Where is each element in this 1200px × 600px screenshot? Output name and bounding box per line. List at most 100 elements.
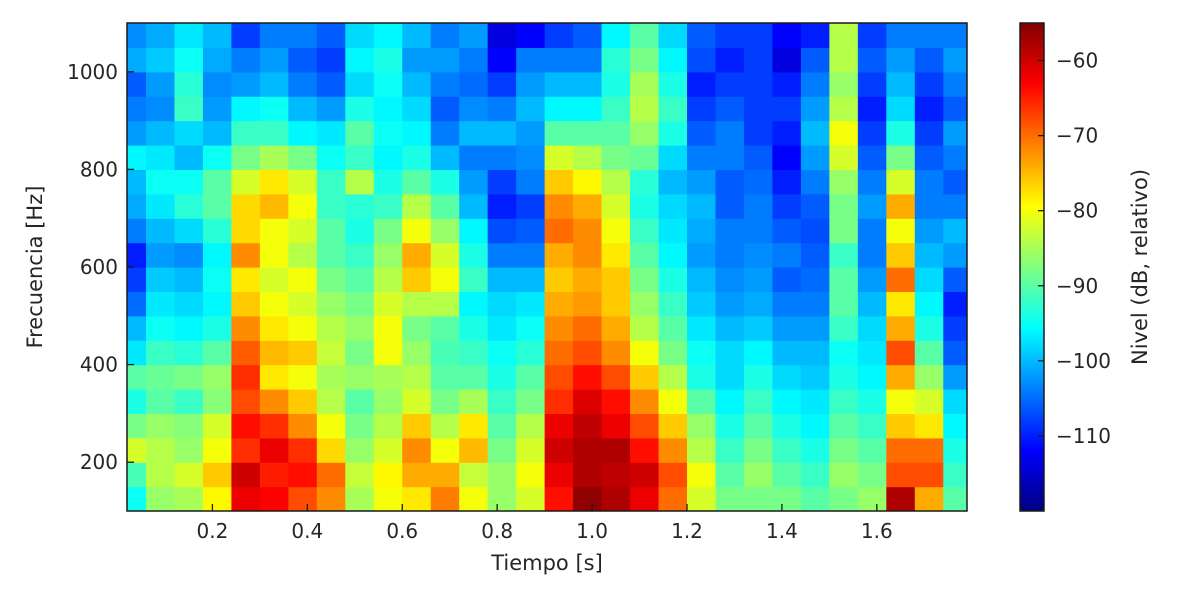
heatmap-cell xyxy=(658,462,688,488)
heatmap-cell xyxy=(373,389,403,414)
heatmap-cell xyxy=(430,389,460,414)
heatmap-cell xyxy=(373,120,403,146)
heatmap-cell xyxy=(544,193,574,219)
heatmap-cell xyxy=(601,120,631,146)
heatmap-cell xyxy=(687,315,717,341)
heatmap-cell xyxy=(127,71,147,97)
heatmap-cell xyxy=(288,437,318,463)
heatmap-cell xyxy=(459,291,489,317)
heatmap-cell xyxy=(459,169,489,195)
heatmap-cell xyxy=(145,486,176,511)
y-tick-label: 800 xyxy=(80,157,118,181)
heatmap-cell xyxy=(687,120,717,146)
heatmap-cell xyxy=(658,218,688,244)
heatmap-cell xyxy=(231,291,261,317)
heatmap-cell xyxy=(430,364,460,390)
heatmap-cell xyxy=(630,462,660,488)
heatmap-cell xyxy=(145,96,176,122)
heatmap-cell xyxy=(886,120,916,146)
heatmap-cell xyxy=(430,120,460,146)
heatmap-cell xyxy=(857,71,887,97)
x-tick-label: 0.8 xyxy=(481,519,513,543)
heatmap-cell xyxy=(886,218,916,244)
heatmap-cell xyxy=(516,315,546,341)
x-axis-title: Tiempo [s] xyxy=(490,551,603,575)
heatmap-cell xyxy=(573,267,603,292)
heatmap-cell xyxy=(174,462,204,488)
heatmap-cell xyxy=(145,413,176,439)
heatmap-cell xyxy=(145,47,176,73)
x-tick-label: 0.4 xyxy=(291,519,323,543)
heatmap-cell xyxy=(886,437,916,463)
heatmap-cell xyxy=(544,413,574,439)
heatmap-cell xyxy=(857,340,887,366)
heatmap-cell xyxy=(288,96,318,122)
heatmap-cell xyxy=(772,364,802,390)
heatmap-cell xyxy=(373,193,403,219)
heatmap-cell xyxy=(914,486,944,511)
heatmap-cell xyxy=(288,120,318,146)
heatmap-cell xyxy=(402,47,432,73)
heatmap-cell xyxy=(601,364,631,390)
heatmap-cell xyxy=(259,145,289,170)
heatmap-cell xyxy=(658,169,688,195)
heatmap-cell xyxy=(630,218,660,244)
heatmap-cell xyxy=(516,169,546,195)
heatmap-cell xyxy=(544,291,574,317)
heatmap-cell xyxy=(630,413,660,439)
heatmap-cell xyxy=(202,242,232,268)
heatmap-cell xyxy=(402,218,432,244)
heatmap-cell xyxy=(715,340,745,366)
heatmap-cell xyxy=(345,291,375,317)
heatmap-cell xyxy=(316,291,346,317)
heatmap-cell xyxy=(373,437,403,463)
heatmap-cell xyxy=(943,413,967,439)
heatmap-cell xyxy=(715,169,745,195)
heatmap-cell xyxy=(127,437,147,463)
heatmap-cell xyxy=(127,47,147,73)
heatmap-cell xyxy=(601,218,631,244)
heatmap-cell xyxy=(857,364,887,390)
heatmap-cell xyxy=(259,23,289,48)
heatmap-cell xyxy=(772,413,802,439)
heatmap-cell xyxy=(288,23,318,48)
heatmap-cell xyxy=(914,315,944,341)
heatmap-cell xyxy=(259,242,289,268)
heatmap-cell xyxy=(857,413,887,439)
heatmap-cell xyxy=(259,71,289,97)
heatmap-cell xyxy=(174,96,204,122)
heatmap-cell xyxy=(373,242,403,268)
heatmap-cell xyxy=(127,96,147,122)
heatmap-cell xyxy=(231,315,261,341)
heatmap-cell xyxy=(145,315,176,341)
heatmap-cell xyxy=(601,291,631,317)
heatmap-cell xyxy=(886,462,916,488)
heatmap-cell xyxy=(145,291,176,317)
heatmap-cell xyxy=(174,291,204,317)
heatmap-cell xyxy=(288,242,318,268)
heatmap-cell xyxy=(259,413,289,439)
heatmap-cell xyxy=(857,169,887,195)
heatmap-cell xyxy=(231,462,261,488)
heatmap-cell xyxy=(715,71,745,97)
heatmap-cell xyxy=(316,169,346,195)
heatmap-cell xyxy=(544,364,574,390)
heatmap-cell xyxy=(658,96,688,122)
heatmap-cell xyxy=(516,291,546,317)
heatmap-cell xyxy=(487,315,517,341)
heatmap-cell xyxy=(259,193,289,219)
heatmap-cell xyxy=(145,193,176,219)
heatmap-cell xyxy=(857,218,887,244)
heatmap-cell xyxy=(573,145,603,170)
heatmap-cell xyxy=(544,218,574,244)
heatmap-cell xyxy=(288,145,318,170)
heatmap-cell xyxy=(516,193,546,219)
heatmap-cell xyxy=(145,120,176,146)
heatmap-cell xyxy=(943,193,967,219)
heatmap-cell xyxy=(715,437,745,463)
heatmap-cell xyxy=(373,462,403,488)
heatmap-cell xyxy=(800,315,830,341)
heatmap-cell xyxy=(829,193,859,219)
heatmap-cell xyxy=(829,218,859,244)
heatmap-cell xyxy=(316,96,346,122)
